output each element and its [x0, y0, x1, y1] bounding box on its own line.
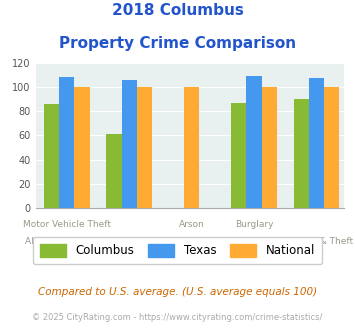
Bar — [106, 134, 121, 208]
Text: Motor Vehicle Theft: Motor Vehicle Theft — [23, 219, 111, 228]
Text: All Property Crime: All Property Crime — [26, 237, 108, 246]
Legend: Columbus, Texas, National: Columbus, Texas, National — [33, 237, 322, 264]
Text: Compared to U.S. average. (U.S. average equals 100): Compared to U.S. average. (U.S. average … — [38, 287, 317, 297]
Bar — [294, 99, 309, 208]
Text: © 2025 CityRating.com - https://www.cityrating.com/crime-statistics/: © 2025 CityRating.com - https://www.city… — [32, 314, 323, 322]
Bar — [74, 87, 89, 208]
Text: Burglary: Burglary — [235, 219, 273, 228]
Bar — [44, 104, 59, 208]
Bar — [121, 80, 137, 208]
Bar — [184, 87, 199, 208]
Text: 2018 Columbus: 2018 Columbus — [111, 3, 244, 18]
Bar — [262, 87, 277, 208]
Bar — [59, 77, 74, 208]
Text: Larceny & Theft: Larceny & Theft — [280, 237, 353, 246]
Text: Arson: Arson — [179, 219, 204, 228]
Bar — [309, 79, 324, 208]
Text: Property Crime Comparison: Property Crime Comparison — [59, 36, 296, 51]
Bar — [231, 103, 246, 208]
Bar — [137, 87, 152, 208]
Bar — [246, 76, 262, 208]
Bar — [324, 87, 339, 208]
